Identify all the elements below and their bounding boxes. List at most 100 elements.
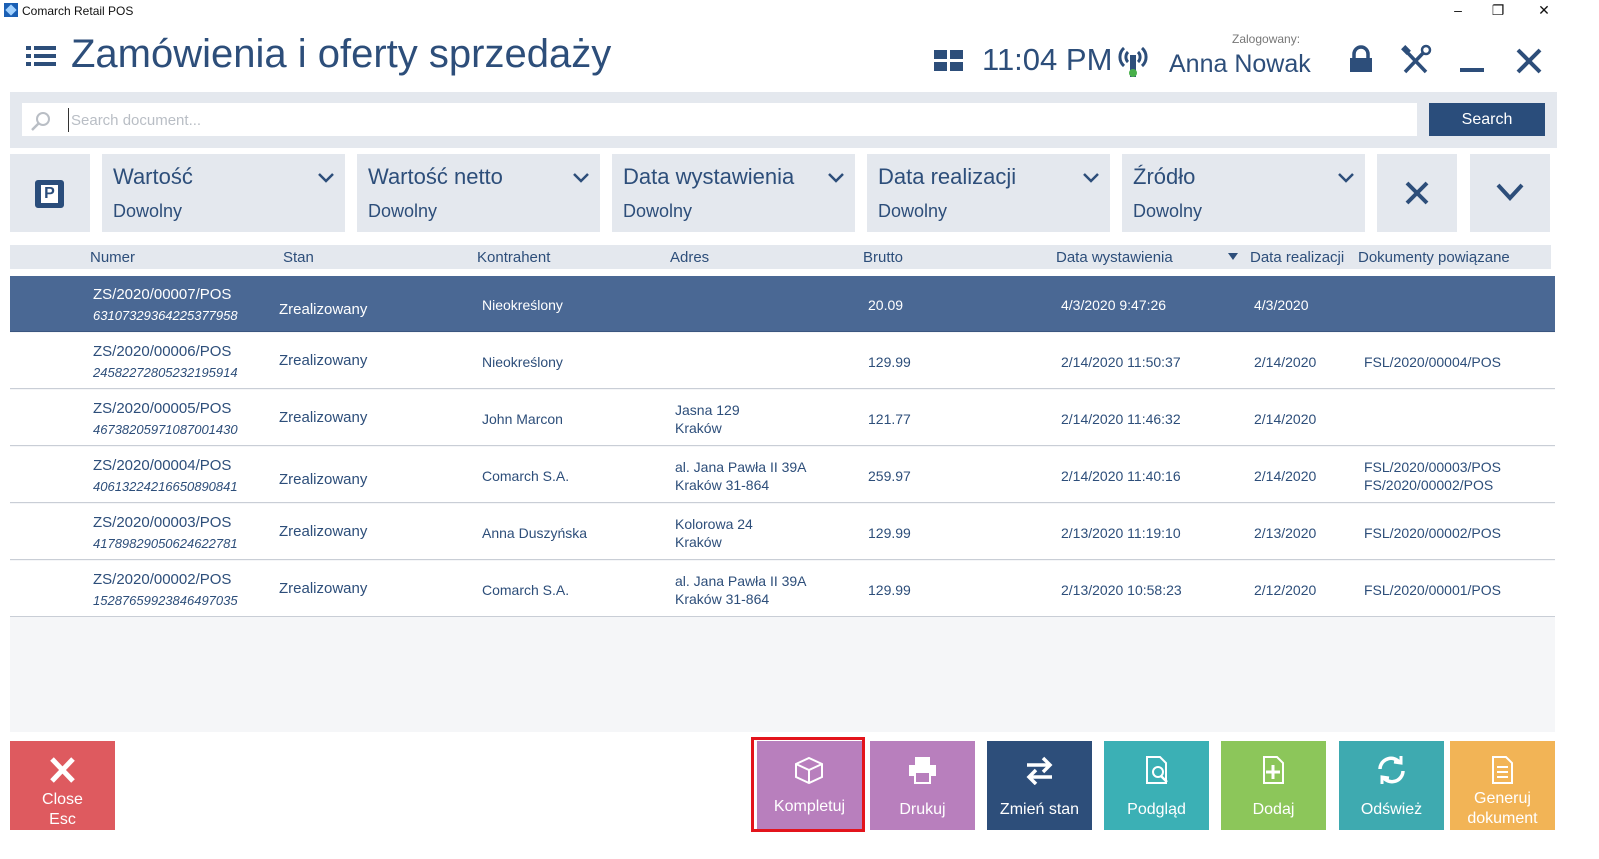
generuj-dokument-button[interactable]: Generuj dokument [1450, 741, 1555, 830]
filter-data-realizacji[interactable]: Data realizacji Dowolny [867, 154, 1110, 232]
zmien-stan-button[interactable]: Zmień stan [987, 741, 1092, 830]
row-gross: 121.77 [868, 411, 911, 427]
row-related-document: FSL/2020/00003/POS [1364, 459, 1501, 475]
column-header-adres[interactable]: Adres [670, 249, 710, 266]
highlight-frame [751, 737, 865, 832]
row-realization-date: 2/14/2020 [1254, 354, 1317, 370]
row-related-document: FSL/2020/00004/POS [1364, 354, 1501, 370]
column-header-dokumenty-powiazane[interactable]: Dokumenty powiązane [1358, 249, 1510, 266]
generuj-label: Generuj [1474, 790, 1531, 807]
row-contractor: John Marcon [482, 411, 563, 427]
chevron-down-icon [828, 173, 844, 183]
menu-icon[interactable] [26, 46, 56, 68]
search-button[interactable]: Search [1429, 103, 1545, 136]
kompletuj-button[interactable]: Kompletuj [757, 741, 862, 830]
close-window-button[interactable]: ✕ [1538, 2, 1550, 18]
podglad-label: Podgląd [1127, 801, 1186, 818]
bottom-toolbar: Close Esc Kompletuj Drukuj Zmień stan [0, 738, 1599, 859]
close-button[interactable]: Close Esc [10, 741, 115, 830]
row-realization-date: 2/14/2020 [1254, 411, 1317, 427]
zmien-stan-label: Zmień stan [999, 801, 1080, 818]
generuj-label-2: dokument [1467, 810, 1538, 827]
add-document-icon [1263, 756, 1284, 784]
app-header: Zamówienia i oferty sprzedaży 11:04 PM Z… [0, 22, 1599, 92]
filter-value: Dowolny [1133, 201, 1203, 221]
search-input[interactable] [68, 108, 1408, 132]
filter-value: Dowolny [878, 201, 948, 221]
row-number: ZS/2020/00004/POS [93, 457, 232, 474]
documents-list: ZS/2020/00007/POS 6310732936422537795​8 … [10, 276, 1555, 732]
tiles-icon[interactable] [934, 50, 964, 72]
filter-wartosc-netto[interactable]: Wartość netto Dowolny [357, 154, 600, 232]
row-status: Zrealizowany [272, 298, 377, 322]
row-number: ZS/2020/00007/POS [93, 286, 232, 303]
row-issue-date: 2/13/2020 11:19:10 [1061, 525, 1181, 541]
row-address-line2: Kraków [675, 420, 722, 436]
sort-descending-icon [1228, 253, 1238, 260]
odswiez-label: Odśwież [1360, 801, 1423, 818]
tools-icon[interactable] [1400, 44, 1436, 78]
parking-filter-button[interactable]: P [10, 154, 90, 232]
column-header-data-realizacji[interactable]: Data realizacji [1250, 249, 1345, 266]
row-address-line1: Kolorowa 24 [675, 516, 753, 532]
app-logo-icon [4, 3, 18, 17]
lock-icon[interactable] [1344, 44, 1380, 78]
window-title: Comarch Retail POS [22, 4, 134, 18]
table-row[interactable]: ZS/2020/00005/POS 46738205971087001430 Z… [10, 390, 1555, 446]
row-contractor: Comarch S.A. [482, 468, 570, 484]
close-app-icon[interactable] [1512, 44, 1548, 78]
column-header-numer[interactable]: Numer [90, 249, 136, 266]
drukuj-button[interactable]: Drukuj [870, 741, 975, 830]
connection-signal-icon[interactable] [1117, 44, 1149, 78]
table-row[interactable]: ZS/2020/00003/POS 41789829050624622781 Z… [10, 504, 1555, 560]
row-gross: 20.09 [868, 297, 904, 313]
row-status: Zrealizowany [272, 468, 377, 492]
row-status: Zrealizowany [272, 577, 377, 601]
row-address-line2: Kraków [675, 534, 722, 550]
table-row[interactable]: ZS/2020/00002/POS 15287659923846497035 Z… [10, 561, 1555, 617]
minimize-window-button[interactable]: – [1454, 2, 1462, 18]
column-header-brutto[interactable]: Brutto [863, 249, 904, 266]
clock: 11:04 PM [982, 42, 1113, 77]
row-code: 46738205971087001430 [93, 422, 238, 437]
table-row[interactable]: ZS/2020/00007/POS 6310732936422537795​8 … [10, 276, 1555, 332]
grid-header: Numer Stan Kontrahent Adres Brutto Data … [10, 245, 1551, 269]
odswiez-button[interactable]: Odśwież [1339, 741, 1444, 830]
minimize-app-icon[interactable] [1456, 44, 1492, 78]
printer-icon [909, 757, 936, 784]
table-row[interactable]: ZS/2020/00004/POS 40613224216650890841 Z… [10, 447, 1555, 503]
row-gross: 129.99 [868, 525, 911, 541]
dodaj-button[interactable]: Dodaj [1221, 741, 1326, 830]
row-status: Zrealizowany [272, 406, 377, 430]
logged-in-label: Zalogowany: [1232, 32, 1301, 46]
column-header-stan[interactable]: Stan [283, 249, 314, 266]
row-number: ZS/2020/00002/POS [93, 571, 232, 588]
filter-wartosc[interactable]: Wartość Dowolny [102, 154, 345, 232]
filter-data-wystawienia[interactable]: Data wystawienia Dowolny [612, 154, 855, 232]
chevron-down-icon [318, 173, 334, 183]
row-number: ZS/2020/00006/POS [93, 343, 232, 360]
row-contractor: Nieokreślony [482, 297, 563, 313]
column-header-kontrahent[interactable]: Kontrahent [477, 249, 551, 266]
expand-filters-button[interactable] [1470, 154, 1550, 232]
maximize-window-button[interactable]: ❐ [1491, 2, 1505, 18]
row-address-line2: Kraków 31-864 [675, 477, 770, 493]
clear-filters-button[interactable] [1377, 154, 1457, 232]
row-issue-date: 2/14/2020 11:50:37 [1061, 354, 1181, 370]
filter-label: Wartość netto [368, 164, 503, 189]
row-status: Zrealizowany [272, 520, 377, 544]
refresh-icon [1378, 756, 1405, 784]
row-gross: 129.99 [868, 582, 911, 598]
table-row[interactable]: ZS/2020/00006/POS 24582272805232195914 Z… [10, 333, 1555, 389]
row-code: 40613224216650890841 [93, 479, 238, 494]
column-header-data-wystawienia[interactable]: Data wystawienia [1056, 249, 1173, 266]
podglad-button[interactable]: Podgląd [1104, 741, 1209, 830]
user-name: Anna Nowak [1169, 50, 1311, 78]
filter-value: Dowolny [113, 201, 183, 221]
search-icon [30, 111, 50, 131]
filter-zrodlo[interactable]: Źródło Dowolny [1122, 154, 1365, 232]
row-contractor: Anna Duszyńska [482, 525, 588, 541]
preview-document-icon [1146, 756, 1168, 784]
row-realization-date: 4/3/2020 [1254, 297, 1309, 313]
filter-label: Data wystawienia [623, 164, 795, 189]
